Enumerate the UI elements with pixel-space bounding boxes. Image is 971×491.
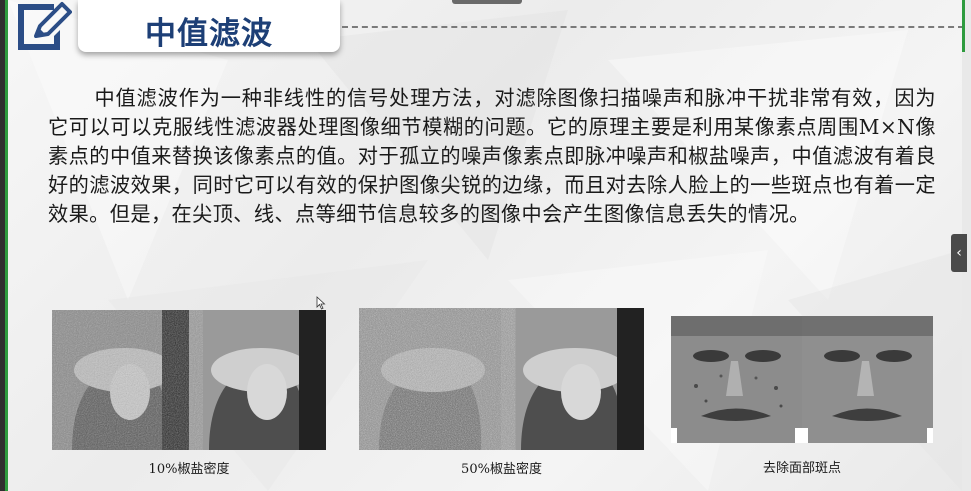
face-comparison-image [671, 316, 933, 443]
figure-10-percent-noise [52, 310, 326, 450]
title-box: 中值滤波 [78, 0, 340, 52]
lena-comparison-image [359, 308, 644, 450]
slide-title: 中值滤波 [145, 16, 273, 52]
side-panel-toggle[interactable]: ‹ [951, 234, 967, 272]
slide-canvas: 中值滤波 中值滤波作为一种非线性的信号处理方法，对滤除图像扫描噪声和脉冲干扰非常… [8, 0, 962, 491]
mouse-pointer-icon [316, 296, 326, 310]
lena-comparison-image [52, 310, 326, 450]
left-accent-bar [5, 0, 8, 491]
figure-face-spot-removal [671, 316, 933, 443]
body-paragraph: 中值滤波作为一种非线性的信号处理方法，对滤除图像扫描噪声和脉冲干扰非常有效，因为… [48, 84, 936, 229]
edit-pencil-icon [18, 2, 72, 50]
caption-50-percent: 50%椒盐密度 [461, 462, 542, 477]
chevron-left-icon: ‹ [956, 245, 962, 261]
figure-50-percent-noise [359, 308, 644, 450]
right-accent-bar [962, 0, 965, 52]
window-left-edge [0, 0, 8, 491]
paragraph-text: 中值滤波作为一种非线性的信号处理方法，对滤除图像扫描噪声和脉冲干扰非常有效，因为… [48, 86, 936, 226]
header-dashed-divider [342, 26, 962, 28]
top-notch [452, 0, 522, 4]
caption-face-spots: 去除面部斑点 [762, 461, 841, 476]
caption-10-percent: 10%椒盐密度 [148, 462, 230, 477]
